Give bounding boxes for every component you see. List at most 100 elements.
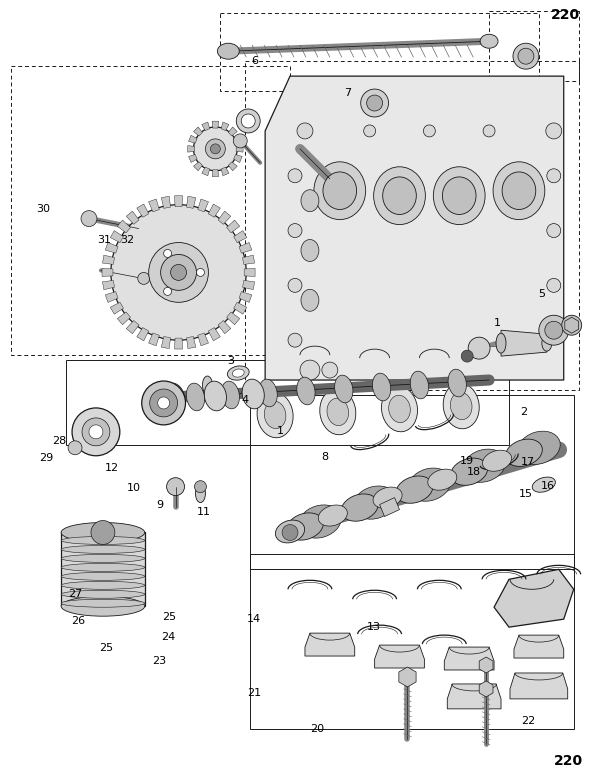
Polygon shape	[188, 145, 195, 152]
Ellipse shape	[61, 545, 145, 553]
Circle shape	[160, 255, 196, 291]
Circle shape	[282, 524, 298, 541]
Ellipse shape	[186, 383, 205, 411]
Polygon shape	[103, 255, 114, 264]
Polygon shape	[117, 220, 130, 233]
Ellipse shape	[542, 335, 552, 351]
Circle shape	[461, 350, 473, 362]
Polygon shape	[186, 336, 196, 349]
Polygon shape	[494, 570, 573, 627]
Text: 13: 13	[367, 622, 381, 632]
Polygon shape	[375, 645, 424, 668]
Circle shape	[68, 441, 82, 455]
Ellipse shape	[372, 373, 391, 401]
Text: 4: 4	[241, 395, 248, 405]
Polygon shape	[228, 127, 237, 136]
Circle shape	[149, 242, 208, 302]
Polygon shape	[137, 328, 149, 341]
Polygon shape	[189, 135, 197, 143]
Ellipse shape	[61, 555, 145, 563]
Text: 15: 15	[519, 489, 533, 499]
Polygon shape	[149, 333, 159, 346]
Ellipse shape	[493, 162, 545, 220]
Circle shape	[288, 169, 302, 183]
Text: 31: 31	[97, 235, 111, 245]
Polygon shape	[218, 211, 231, 225]
Polygon shape	[110, 302, 123, 314]
Circle shape	[288, 278, 302, 292]
Circle shape	[89, 425, 103, 439]
Polygon shape	[234, 302, 247, 314]
Text: 24: 24	[162, 632, 176, 642]
Text: 7: 7	[345, 88, 352, 98]
Ellipse shape	[61, 563, 145, 571]
Ellipse shape	[301, 289, 319, 312]
Text: 22: 22	[522, 716, 536, 726]
Ellipse shape	[502, 172, 536, 210]
Polygon shape	[198, 333, 208, 346]
Text: 28: 28	[52, 436, 66, 446]
Circle shape	[547, 224, 560, 238]
Circle shape	[137, 273, 150, 284]
Polygon shape	[234, 135, 242, 143]
Ellipse shape	[396, 476, 433, 503]
Ellipse shape	[257, 392, 293, 437]
Ellipse shape	[506, 439, 542, 466]
Polygon shape	[149, 199, 159, 212]
Polygon shape	[379, 497, 399, 517]
Ellipse shape	[433, 167, 485, 225]
Polygon shape	[239, 291, 252, 302]
Polygon shape	[244, 268, 255, 277]
Circle shape	[300, 360, 320, 380]
Ellipse shape	[204, 382, 227, 411]
Ellipse shape	[61, 536, 145, 545]
Circle shape	[513, 44, 539, 69]
Polygon shape	[208, 204, 220, 218]
Polygon shape	[105, 242, 118, 253]
Polygon shape	[221, 122, 229, 131]
Polygon shape	[202, 167, 209, 176]
Ellipse shape	[450, 392, 472, 420]
Polygon shape	[221, 167, 229, 176]
Polygon shape	[242, 280, 255, 290]
Ellipse shape	[61, 581, 145, 589]
Ellipse shape	[162, 383, 185, 413]
Polygon shape	[202, 122, 209, 131]
Text: 1: 1	[277, 426, 284, 436]
Ellipse shape	[202, 376, 212, 394]
Circle shape	[360, 89, 389, 117]
Circle shape	[297, 123, 313, 139]
Text: 21: 21	[247, 688, 261, 698]
Polygon shape	[161, 336, 171, 349]
Circle shape	[163, 287, 172, 295]
Ellipse shape	[517, 431, 560, 465]
Text: 32: 32	[120, 235, 135, 245]
Polygon shape	[175, 196, 182, 207]
Ellipse shape	[227, 366, 249, 380]
Text: 10: 10	[126, 483, 140, 493]
Circle shape	[171, 264, 186, 280]
Circle shape	[322, 362, 338, 378]
Polygon shape	[186, 197, 196, 208]
Ellipse shape	[480, 34, 498, 48]
Polygon shape	[189, 155, 197, 162]
Circle shape	[194, 127, 237, 171]
Ellipse shape	[221, 382, 240, 409]
Circle shape	[82, 418, 110, 446]
Text: 220: 220	[550, 9, 580, 23]
Polygon shape	[212, 169, 219, 176]
Ellipse shape	[451, 458, 487, 486]
Ellipse shape	[297, 377, 315, 405]
Polygon shape	[234, 155, 242, 162]
Polygon shape	[236, 145, 243, 152]
Ellipse shape	[373, 487, 402, 508]
Circle shape	[241, 114, 255, 128]
Text: 9: 9	[156, 500, 163, 510]
Polygon shape	[198, 199, 208, 212]
Polygon shape	[110, 231, 123, 242]
Ellipse shape	[335, 375, 353, 402]
Ellipse shape	[408, 468, 451, 501]
Polygon shape	[212, 121, 219, 128]
Polygon shape	[444, 647, 494, 670]
Polygon shape	[194, 162, 202, 171]
